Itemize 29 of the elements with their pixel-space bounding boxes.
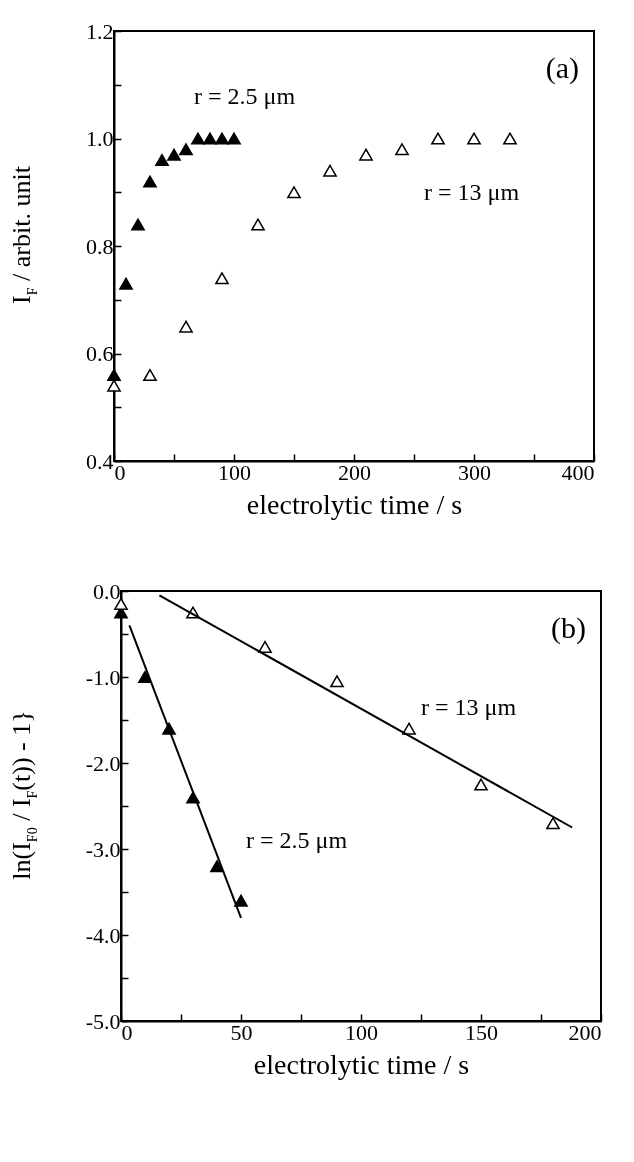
annotation: (a) bbox=[545, 51, 579, 85]
x-tick-label: 300 bbox=[458, 459, 491, 485]
x-tick-label: 150 bbox=[465, 1019, 498, 1045]
x-tick-label: 50 bbox=[230, 1019, 253, 1045]
x-tick-label: 200 bbox=[338, 459, 371, 485]
x-tick-label: 400 bbox=[561, 459, 595, 485]
x-axis-title: electrolytic time / s bbox=[246, 488, 463, 520]
y-tick-label: -4.0 bbox=[85, 922, 121, 948]
x-axis-title: electrolytic time / s bbox=[253, 1048, 470, 1080]
annotation: r = 13 μm bbox=[421, 694, 517, 720]
y-tick-label: -5.0 bbox=[85, 1008, 121, 1034]
y-tick-label: 0.0 bbox=[93, 578, 121, 604]
y-tick-label: 1.0 bbox=[86, 126, 114, 151]
x-tick-label: 200 bbox=[568, 1019, 602, 1045]
x-tick-label: 0 bbox=[121, 1019, 133, 1045]
y-tick-label: 0.8 bbox=[86, 233, 114, 259]
y-tick-label: -1.0 bbox=[85, 664, 121, 690]
y-tick-label: 0.6 bbox=[86, 341, 114, 366]
annotation: r = 2.5 μm bbox=[194, 83, 296, 109]
text: 0.4 bbox=[86, 448, 114, 474]
y-tick-label: -2.0 bbox=[85, 750, 121, 776]
annotation: (b) bbox=[551, 611, 586, 645]
x-tick-label: 100 bbox=[218, 459, 251, 485]
y-tick-label: 1.2 bbox=[86, 18, 114, 44]
annotation: r = 13 μm bbox=[424, 179, 520, 205]
y-tick-label: -3.0 bbox=[85, 836, 121, 862]
annotation: r = 2.5 μm bbox=[246, 827, 348, 853]
x-tick-label: 0 bbox=[114, 459, 126, 485]
x-tick-label: 100 bbox=[345, 1019, 378, 1045]
